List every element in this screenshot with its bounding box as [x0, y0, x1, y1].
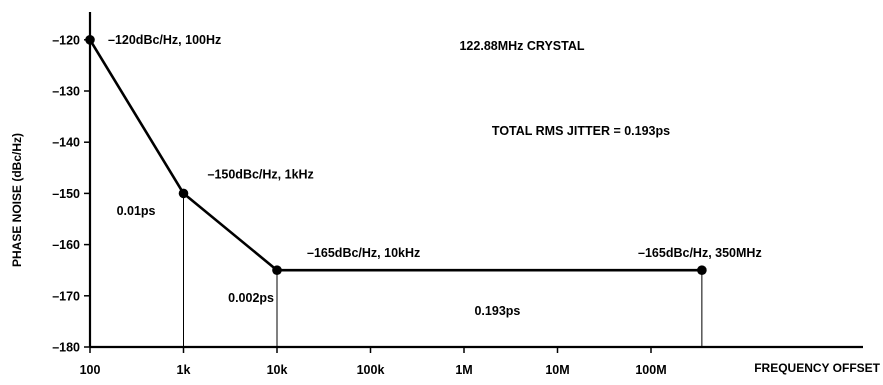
data-point: [178, 188, 189, 199]
x-tick-label: 1M: [455, 363, 472, 377]
data-point: [697, 265, 707, 276]
x-tick-label: 1k: [177, 363, 191, 377]
phase-noise-line: [88, 39, 702, 272]
region-jitter-label: 0.193ps: [474, 304, 520, 318]
x-tick-label: 100k: [357, 363, 385, 377]
x-tick-label: 10k: [267, 363, 288, 377]
y-tick-label: –140: [52, 136, 80, 150]
data-point: [272, 265, 282, 276]
labels: –120dBc/Hz, 100Hz –150dBc/Hz, 1kHz –165dBc…: [108, 33, 762, 318]
axes: [88, 12, 863, 349]
x-tick-label: 100: [80, 363, 101, 377]
x-ticks: 100 1k 10k 100k 1M 10M 100M: [80, 347, 667, 377]
point-label: –150dBc/Hz, 1kHz: [208, 167, 314, 181]
y-axis-title: PHASE NOISE (dBc/Hz): [10, 133, 24, 267]
y-tick-label: –180: [52, 341, 80, 355]
x-tick-label: 100M: [635, 363, 666, 377]
region-jitter-label: 0.01ps: [117, 204, 156, 218]
drop-lines: [183, 193, 703, 347]
region-jitter-label: 0.002ps: [228, 291, 274, 305]
point-label: –120dBc/Hz, 100Hz: [108, 33, 221, 47]
data-point: [85, 35, 95, 45]
y-tick-label: –160: [52, 238, 80, 252]
crystal-annotation: 122.88MHz CRYSTAL: [459, 39, 584, 53]
total-jitter-annotation: TOTAL RMS JITTER = 0.193ps: [492, 124, 670, 138]
series: [85, 35, 707, 276]
y-tick-label: –150: [52, 187, 80, 201]
y-tick-label: –130: [52, 85, 80, 99]
point-label: –165dBc/Hz, 350MHz: [638, 246, 762, 260]
point-label: –165dBc/Hz, 10kHz: [307, 246, 420, 260]
y-tick-label: –120: [52, 33, 80, 47]
x-axis-title: FREQUENCY OFFSET: [754, 361, 880, 375]
y-ticks: –120 –130 –140 –150 –160 –170 –180: [52, 33, 90, 355]
y-tick-label: –170: [52, 289, 80, 303]
x-tick-label: 10M: [545, 363, 569, 377]
